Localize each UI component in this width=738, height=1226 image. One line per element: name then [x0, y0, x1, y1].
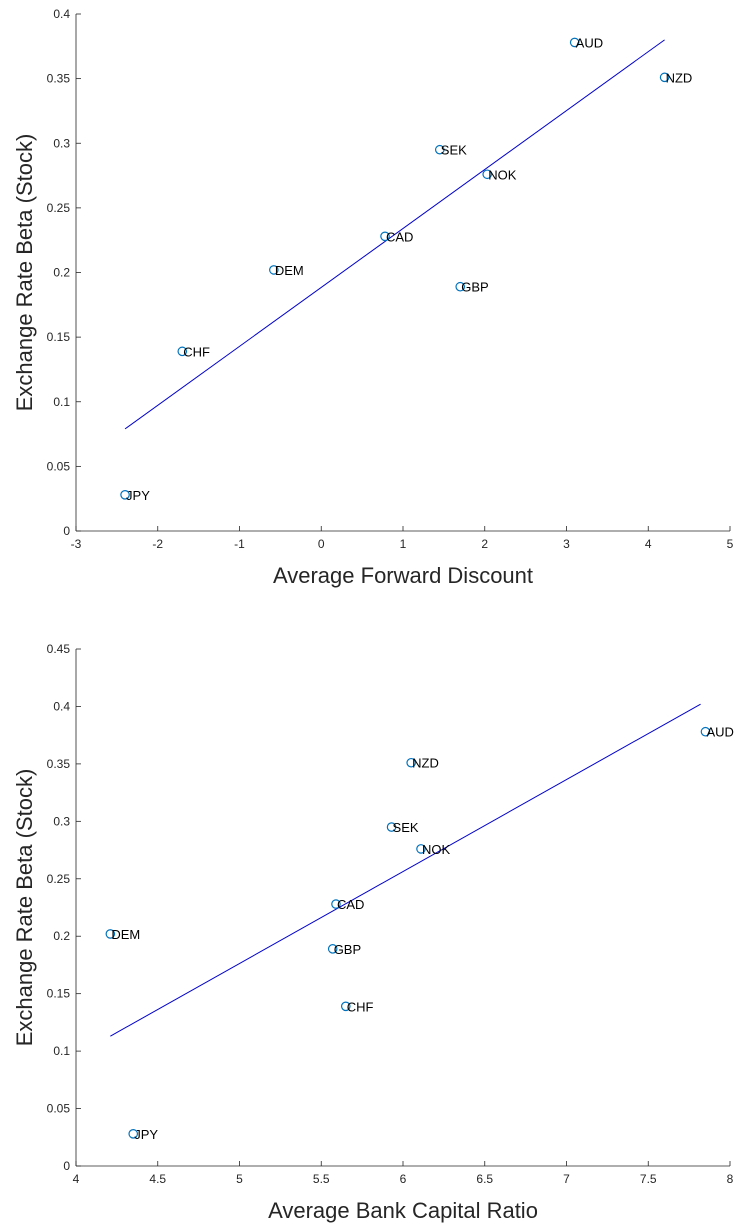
y-tick-label: 0.35	[47, 757, 71, 771]
y-axis-title: Exchange Rate Beta (Stock)	[12, 134, 37, 412]
x-tick-label: 6	[400, 1172, 407, 1186]
y-tick-label: 0.3	[53, 136, 70, 150]
x-tick-label: -2	[152, 537, 163, 551]
point-label-nzd: NZD	[666, 70, 693, 85]
y-tick-label: 0.25	[47, 872, 71, 886]
point-label-sek: SEK	[441, 143, 467, 158]
y-tick-label: 0.15	[47, 987, 71, 1001]
data-point-sek	[434, 144, 445, 155]
y-tick-label: 0.2	[53, 266, 70, 280]
x-tick-label: 2	[481, 537, 488, 551]
data-point-cad	[380, 231, 390, 242]
point-label-gbp: GBP	[334, 942, 361, 957]
y-tick-label: 0.05	[47, 459, 71, 473]
point-label-aud: AUD	[576, 35, 603, 50]
data-point-gbp	[327, 944, 338, 954]
data-point-nok	[416, 844, 426, 854]
point-label-dem: DEM	[275, 263, 304, 278]
x-tick-label: -3	[71, 537, 82, 551]
point-label-chf: CHF	[183, 344, 210, 359]
data-point-nzd	[406, 757, 416, 768]
y-tick-label: 0.3	[53, 814, 70, 828]
data-point-jpy	[120, 490, 130, 500]
data-point-aud	[700, 726, 711, 737]
y-tick-label: 0	[63, 1159, 70, 1173]
fit-line	[110, 703, 701, 1037]
x-tick-label: 5	[236, 1172, 243, 1186]
x-tick-label: 8	[727, 1172, 734, 1186]
point-label-nok: NOK	[488, 167, 517, 182]
x-tick-label: 5	[727, 537, 734, 551]
x-tick-label: 1	[400, 537, 407, 551]
point-label-chf: CHF	[347, 999, 374, 1014]
y-tick-label: 0.25	[47, 201, 71, 215]
y-tick-label: 0.1	[53, 1044, 70, 1058]
point-label-nzd: NZD	[412, 756, 439, 771]
point-label-sek: SEK	[393, 820, 419, 835]
x-tick-label: 0	[318, 537, 325, 551]
data-point-sek	[386, 822, 397, 832]
data-point-nok	[482, 169, 493, 180]
point-label-dem: DEM	[111, 927, 140, 942]
y-tick-label: 0.45	[47, 642, 71, 656]
data-point-dem	[269, 265, 279, 275]
data-point-dem	[105, 929, 116, 939]
x-tick-label: -1	[234, 537, 245, 551]
data-point-nzd	[659, 72, 670, 83]
y-tick-label: 0.2	[53, 929, 70, 943]
point-label-gbp: GBP	[461, 280, 488, 295]
x-axis-title: Average Bank Capital Ratio	[268, 1198, 538, 1223]
x-tick-label: 5.5	[313, 1172, 330, 1186]
x-tick-label: 6.5	[476, 1172, 493, 1186]
y-tick-label: 0.35	[47, 72, 71, 86]
point-label-jpy: JPY	[126, 488, 150, 503]
y-axis-title: Exchange Rate Beta (Stock)	[12, 769, 37, 1047]
point-label-cad: CAD	[337, 897, 364, 912]
y-tick-label: 0.15	[47, 330, 71, 344]
y-tick-label: 0.4	[53, 7, 70, 21]
data-point-aud	[569, 37, 580, 48]
data-point-jpy	[128, 1129, 139, 1139]
x-tick-label: 4	[73, 1172, 80, 1186]
y-tick-label: 0.1	[53, 395, 70, 409]
point-label-nok: NOK	[422, 842, 451, 857]
y-tick-label: 0	[63, 524, 70, 538]
point-label-aud: AUD	[706, 725, 733, 740]
chart-1: -3 -2 -1 0 1 2 3 4 5 0 0.05 0.1 0.15 0.2 0.25 0.3 0.35 0.…	[12, 7, 734, 588]
chart-2: 4 4.5 5 5.5 6 6.5 7 7.5 8 0 0.05 0.1 0.15 0.2 0.25 0.3 0…	[12, 642, 734, 1223]
y-tick-label: 0.4	[53, 699, 70, 713]
x-tick-label: 3	[563, 537, 570, 551]
point-label-jpy: JPY	[134, 1127, 158, 1142]
x-tick-label: 4.5	[149, 1172, 166, 1186]
data-point-chf	[177, 346, 188, 357]
point-label-cad: CAD	[386, 229, 413, 244]
x-tick-label: 4	[645, 537, 652, 551]
data-point-cad	[331, 899, 341, 909]
x-axis-title: Average Forward Discount	[273, 563, 533, 588]
x-tick-label: 7.5	[640, 1172, 657, 1186]
data-point-gbp	[455, 281, 466, 292]
fit-line	[124, 39, 665, 430]
y-tick-label: 0.05	[47, 1102, 71, 1116]
x-tick-label: 7	[563, 1172, 570, 1186]
data-point-chf	[340, 1001, 351, 1012]
